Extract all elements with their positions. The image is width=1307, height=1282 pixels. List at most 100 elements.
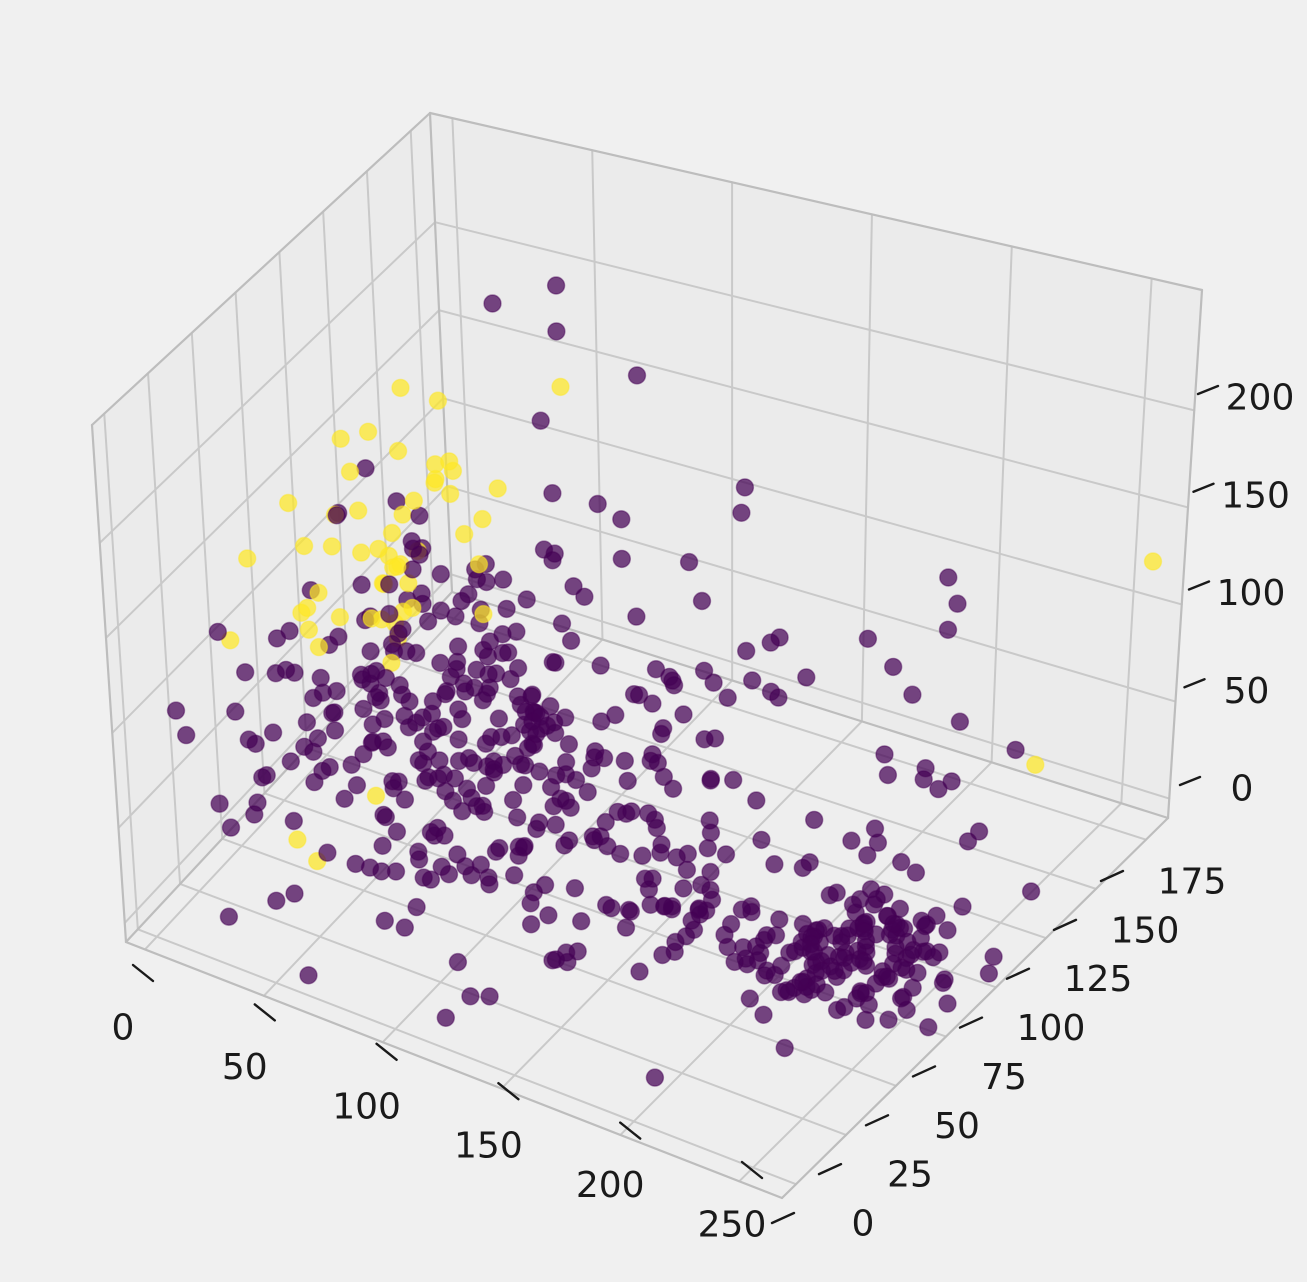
z-axis-tick-label: 150 bbox=[1221, 475, 1290, 516]
data-point-purple bbox=[356, 459, 375, 478]
data-point-purple bbox=[953, 897, 972, 916]
grid-line-x-wall bbox=[1120, 277, 1153, 805]
data-point-purple bbox=[335, 789, 354, 808]
data-point-yellow bbox=[428, 391, 448, 410]
data-point-purple bbox=[892, 852, 911, 872]
data-point-purple bbox=[380, 575, 399, 594]
x-axis-tick-mark bbox=[619, 1121, 642, 1140]
data-point-purple bbox=[299, 966, 318, 985]
data-point-purple bbox=[612, 549, 631, 569]
data-point-purple bbox=[456, 682, 475, 701]
data-point-yellow bbox=[349, 501, 368, 520]
data-point-purple bbox=[615, 751, 634, 771]
data-point-purple bbox=[643, 694, 662, 713]
data-point-yellow bbox=[369, 539, 388, 559]
data-point-yellow bbox=[298, 598, 317, 618]
data-point-purple bbox=[766, 926, 786, 945]
data-point-purple bbox=[695, 730, 714, 749]
data-point-purple bbox=[521, 915, 541, 934]
data-point-purple bbox=[382, 634, 402, 654]
data-point-purple bbox=[916, 759, 935, 778]
data-point-purple bbox=[842, 831, 861, 850]
grid-line-y-floor bbox=[432, 610, 1147, 841]
data-point-purple bbox=[531, 411, 550, 430]
data-point-purple bbox=[655, 896, 674, 916]
data-point-purple bbox=[484, 760, 503, 779]
data-point-purple bbox=[378, 738, 397, 757]
grid-line-y-floor bbox=[136, 928, 797, 1186]
data-point-purple bbox=[285, 884, 304, 903]
x-axis-tick-label: 250 bbox=[698, 1205, 767, 1246]
data-point-purple bbox=[906, 863, 926, 882]
data-point-purple bbox=[521, 894, 540, 913]
data-point-purple bbox=[327, 506, 346, 525]
data-point-purple bbox=[493, 625, 512, 644]
data-point-purple bbox=[327, 681, 346, 701]
y-axis-tick-label: 50 bbox=[934, 1106, 980, 1147]
data-point-purple bbox=[413, 732, 433, 751]
data-point-purple bbox=[461, 987, 480, 1006]
grid-line-x-wall bbox=[591, 149, 604, 641]
data-point-purple bbox=[832, 926, 851, 946]
data-point-purple bbox=[383, 772, 402, 791]
axes-box-edge bbox=[124, 940, 784, 1200]
data-point-purple bbox=[514, 775, 533, 795]
grid-line-y-wall bbox=[190, 331, 224, 840]
data-point-purple bbox=[612, 510, 631, 529]
data-point-yellow bbox=[330, 608, 350, 627]
data-point-purple bbox=[546, 723, 565, 743]
data-point-yellow bbox=[393, 505, 412, 524]
data-point-purple bbox=[718, 688, 737, 707]
data-point-purple bbox=[452, 591, 471, 611]
z-axis-tick-mark bbox=[1196, 384, 1220, 396]
data-point-purple bbox=[735, 478, 755, 497]
data-point-purple bbox=[602, 898, 621, 918]
data-point-yellow bbox=[340, 462, 360, 481]
data-point-purple bbox=[724, 770, 743, 790]
data-point-purple bbox=[639, 804, 658, 823]
data-point-purple bbox=[701, 862, 720, 882]
grid-line-z-left-wall bbox=[117, 485, 449, 829]
data-point-purple bbox=[797, 668, 816, 687]
data-point-purple bbox=[448, 952, 468, 972]
x-axis-tick-label: 50 bbox=[222, 1047, 268, 1088]
data-point-purple bbox=[969, 822, 989, 841]
data-point-purple bbox=[754, 1005, 773, 1024]
data-point-purple bbox=[416, 771, 435, 790]
axes-box-edge bbox=[428, 111, 1204, 292]
grid-line-y-wall bbox=[234, 291, 266, 795]
data-point-purple bbox=[835, 997, 854, 1017]
data-point-purple bbox=[352, 575, 371, 594]
data-point-purple bbox=[305, 772, 324, 792]
data-point-purple bbox=[543, 652, 562, 672]
data-point-purple bbox=[483, 294, 502, 313]
data-point-yellow bbox=[352, 543, 371, 562]
data-point-purple bbox=[761, 633, 780, 652]
data-point-purple bbox=[606, 705, 625, 725]
data-point-purple bbox=[166, 701, 186, 720]
data-point-purple bbox=[421, 870, 441, 889]
data-point-purple bbox=[503, 790, 523, 810]
data-point-purple bbox=[737, 641, 756, 661]
data-point-purple bbox=[395, 790, 415, 809]
data-point-purple bbox=[546, 276, 566, 295]
data-point-purple bbox=[409, 850, 429, 869]
data-point-purple bbox=[490, 838, 509, 858]
data-point-purple bbox=[700, 811, 719, 830]
data-point-purple bbox=[428, 818, 447, 838]
y-axis-tick-mark bbox=[864, 1114, 890, 1127]
data-point-purple bbox=[436, 1008, 455, 1027]
z-axis-tick-label: 100 bbox=[1217, 573, 1286, 614]
data-point-purple bbox=[410, 506, 429, 525]
data-point-purple bbox=[245, 805, 264, 824]
z-axis-tick-label: 0 bbox=[1231, 769, 1254, 810]
data-point-purple bbox=[318, 843, 337, 862]
x-axis-tick-label: 0 bbox=[112, 1008, 135, 1049]
data-point-purple bbox=[875, 745, 894, 764]
data-point-purple bbox=[407, 897, 426, 917]
data-point-purple bbox=[843, 895, 863, 914]
data-point-purple bbox=[572, 912, 591, 931]
data-point-purple bbox=[432, 857, 451, 876]
data-point-yellow bbox=[279, 493, 298, 513]
